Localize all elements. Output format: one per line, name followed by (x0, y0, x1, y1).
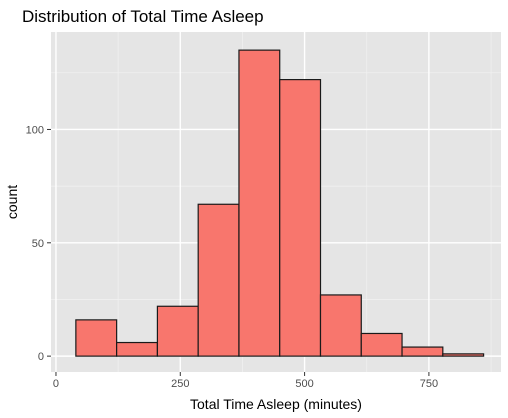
y-tick-label: 50 (32, 238, 44, 250)
histogram-bar-4 (197, 203, 240, 357)
y-tick-label: 100 (26, 124, 44, 136)
x-tick-label: 750 (420, 378, 438, 390)
y-axis: 0 50 100 (26, 124, 51, 363)
histogram-bar-10 (442, 353, 485, 357)
x-tick-label: 0 (53, 378, 59, 390)
x-tick-label: 250 (171, 378, 189, 390)
histogram-bars (75, 49, 485, 357)
histogram-bar-1 (75, 319, 118, 357)
x-axis-title: Total Time Asleep (minutes) (190, 396, 362, 412)
x-axis: 0 250 500 750 (53, 372, 438, 390)
y-axis-title: count (4, 185, 20, 219)
histogram-bar-2 (116, 341, 159, 357)
chart-title: Distribution of Total Time Asleep (22, 7, 264, 26)
histogram-bar-7 (319, 294, 362, 357)
histogram-bar-8 (360, 332, 403, 357)
y-tick-label: 0 (38, 351, 44, 363)
histogram-bar-5 (238, 49, 281, 357)
histogram-bar-9 (401, 346, 444, 357)
histogram-bar-6 (279, 78, 322, 357)
histogram-bar-3 (156, 305, 199, 357)
x-tick-label: 500 (295, 378, 313, 390)
